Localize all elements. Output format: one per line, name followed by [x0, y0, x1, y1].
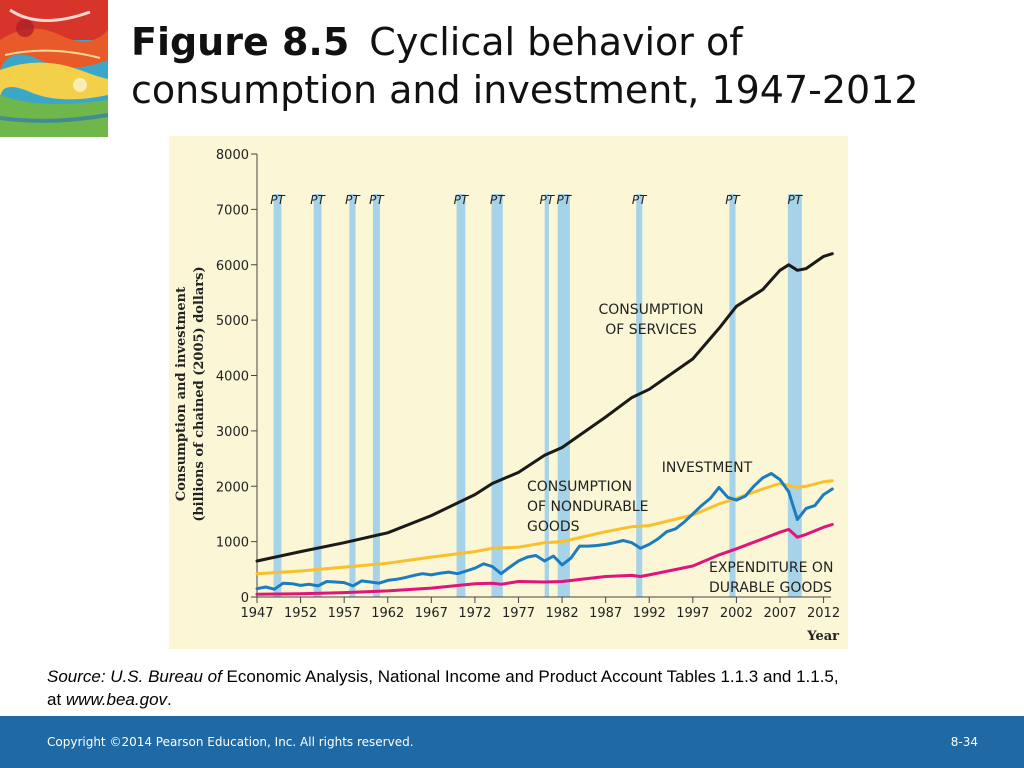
recession-band	[729, 194, 736, 597]
y-tick-label: 5000	[216, 314, 249, 329]
peak-trough-label: PT	[557, 193, 573, 207]
y-axis-label-line-1: Consumption and investment	[174, 287, 189, 501]
source-text: Economic Analysis, National Income and P…	[221, 667, 839, 686]
x-tick-label: 1982	[546, 606, 579, 621]
copyright-text: Copyright ©2014 Pearson Education, Inc. …	[47, 735, 414, 749]
chart-panel: PT PT PT PT PT PT PT PT PT PT PT 0 1000 2000 3000 4000…	[169, 136, 848, 649]
peak-trough-label: PT	[270, 193, 286, 207]
y-tick-label: 1000	[216, 536, 249, 551]
decorative-painting-logo	[0, 0, 108, 137]
recession-band	[491, 194, 503, 597]
recession-band	[313, 194, 322, 597]
y-tick-label: 8000	[216, 148, 249, 163]
recession-band	[456, 194, 466, 597]
recession-band	[557, 194, 570, 597]
slide-title: Figure 8.5 Cyclical behavior of consumpti…	[131, 18, 1011, 114]
x-tick-label: 1997	[676, 606, 709, 621]
y-tick-label: 3000	[216, 425, 249, 440]
y-tick-label: 7000	[216, 203, 249, 218]
title-line-2: consumption and investment, 1947-2012	[131, 68, 919, 112]
x-tick-label: 1947	[240, 606, 273, 621]
series-label-nondurables: GOODS	[527, 519, 580, 535]
peak-trough-label: PT	[540, 193, 556, 207]
y-tick-label: 2000	[216, 480, 249, 495]
series-line-durables	[255, 523, 834, 596]
source-url-link[interactable]: www.bea.gov	[65, 690, 168, 709]
series-label-services: OF SERVICES	[605, 322, 697, 338]
series-label-durables: EXPENDITURE ON	[709, 560, 833, 576]
x-tick-label: 1967	[415, 606, 448, 621]
source-suffix: .	[167, 690, 172, 709]
x-axis-label: Year	[806, 629, 839, 644]
x-tick-label: 1987	[589, 606, 622, 621]
x-tick-label: 2012	[807, 606, 840, 621]
y-tick-label: 6000	[216, 259, 249, 274]
recession-band	[544, 194, 549, 597]
y-axis-label-line-2: (billions of chained (2005) dollars)	[192, 266, 207, 521]
x-tick-label: 1992	[633, 606, 666, 621]
series-line-services	[255, 252, 834, 563]
series-line-nondurables	[255, 479, 834, 576]
source-note: Source: U.S. Bureau of Economic Analysis…	[47, 665, 1007, 711]
peak-trough-label: PT	[788, 193, 804, 207]
peak-trough-label: PT	[454, 193, 470, 207]
y-tick-label: 4000	[216, 370, 249, 385]
x-tick-label: 1962	[371, 606, 404, 621]
series-label-services: CONSUMPTION	[598, 302, 703, 318]
x-tick-label: 2002	[720, 606, 753, 621]
x-tick-label: 1952	[284, 606, 317, 621]
recession-band	[372, 194, 380, 597]
peak-trough-label: PT	[369, 193, 385, 207]
peak-trough-label: PT	[310, 193, 326, 207]
series-label-investment: INVESTMENT	[662, 460, 753, 476]
line-chart: PT PT PT PT PT PT PT PT PT PT PT 01000200030004000…	[169, 136, 848, 649]
x-tick-label: 1972	[458, 606, 491, 621]
x-tick-label: 1977	[502, 606, 535, 621]
series-label-nondurables: OF NONDURABLE	[527, 499, 649, 515]
series-label-nondurables: CONSUMPTION	[527, 479, 632, 495]
footer-bar: Copyright ©2014 Pearson Education, Inc. …	[0, 716, 1024, 768]
recession-band	[349, 194, 356, 597]
series-label-durables: DURABLE GOODS	[709, 580, 832, 596]
series-line-investment	[255, 472, 834, 591]
figure-number: Figure 8.5	[131, 20, 350, 64]
peak-trough-label: PT	[725, 193, 741, 207]
recession-band	[273, 194, 282, 597]
peak-trough-label: PT	[490, 193, 506, 207]
source-prefix: at	[47, 690, 66, 709]
painting-art	[0, 0, 108, 137]
title-line-1: Cyclical behavior of	[369, 20, 743, 64]
x-tick-label: 2007	[763, 606, 796, 621]
source-italic-lead: Source: U.S. Bureau of	[47, 667, 222, 686]
x-tick-label: 1957	[328, 606, 361, 621]
peak-trough-label: PT	[345, 193, 361, 207]
page-number: 8-34	[950, 735, 978, 749]
y-tick-label: 0	[241, 591, 249, 606]
peak-trough-label: PT	[632, 193, 648, 207]
